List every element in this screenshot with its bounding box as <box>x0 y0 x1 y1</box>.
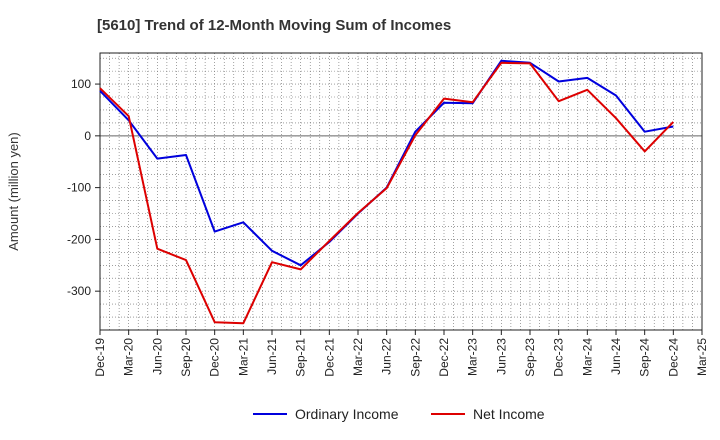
x-tick-label: Dec-22 <box>437 338 451 377</box>
y-tick-label: -100 <box>67 181 91 195</box>
x-tick-label: Sep-24 <box>638 338 652 377</box>
x-tick-label: Mar-24 <box>580 338 594 376</box>
y-axis: 100 0 -100 -200 -300 <box>67 77 100 298</box>
legend-label-ordinary-income: Ordinary Income <box>295 406 399 422</box>
x-tick-label: Dec-21 <box>322 338 336 377</box>
x-tick-label: Jun-23 <box>494 338 508 375</box>
y-tick-label: 0 <box>84 129 91 143</box>
x-tick-label: Dec-24 <box>666 338 680 377</box>
x-tick-label: Jun-24 <box>609 338 623 375</box>
y-tick-label: -300 <box>67 284 91 298</box>
x-tick-label: Sep-23 <box>523 338 537 377</box>
x-tick-label: Jun-20 <box>150 338 164 375</box>
legend-label-net-income: Net Income <box>473 406 545 422</box>
x-tick-label: Mar-25 <box>695 338 709 376</box>
x-tick-label: Dec-23 <box>552 338 566 377</box>
y-tick-label: 100 <box>71 77 91 91</box>
x-tick-label: Sep-20 <box>179 338 193 377</box>
x-tick-label: Jun-21 <box>265 338 279 375</box>
x-tick-label: Mar-21 <box>236 338 250 376</box>
y-axis-label: Amount (million yen) <box>6 132 21 251</box>
x-tick-label: Dec-20 <box>208 338 222 377</box>
x-tick-label: Mar-23 <box>466 338 480 376</box>
plot-frame <box>99 52 703 331</box>
grid <box>99 53 703 331</box>
x-tick-label: Dec-19 <box>93 338 107 377</box>
chart-title: [5610] Trend of 12-Month Moving Sum of I… <box>97 17 451 34</box>
legend: Ordinary Income Net Income <box>253 406 545 422</box>
x-tick-label: Mar-22 <box>351 338 365 376</box>
x-tick-label: Jun-22 <box>380 338 394 375</box>
y-tick-label: -200 <box>67 232 91 246</box>
x-tick-label: Sep-22 <box>408 338 422 377</box>
series-layer <box>99 59 675 325</box>
x-tick-label: Mar-20 <box>122 338 136 376</box>
series-line-ordinary-income <box>99 59 674 267</box>
x-axis: Dec-19 Mar-20 Jun-20 Sep-20 Dec-20 Mar-21 Jun-… <box>93 330 709 377</box>
series-line-net-income <box>99 61 675 325</box>
x-tick-label: Sep-21 <box>294 338 308 377</box>
